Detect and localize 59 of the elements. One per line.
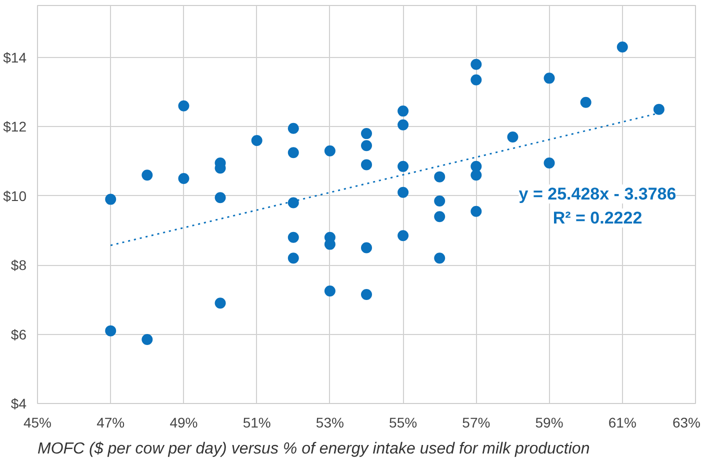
annotation: R² = 0.2222 bbox=[552, 208, 642, 228]
point bbox=[288, 252, 299, 264]
y-tick-label: $12 bbox=[3, 118, 27, 135]
y-tick-label: $14 bbox=[3, 49, 27, 66]
point bbox=[470, 170, 482, 181]
point bbox=[288, 147, 299, 158]
point bbox=[398, 160, 409, 172]
point bbox=[324, 145, 336, 156]
point bbox=[398, 106, 409, 117]
point bbox=[214, 192, 226, 204]
point bbox=[324, 286, 336, 297]
x-tick-label: 59% bbox=[535, 414, 564, 430]
x-tick-label: 53% bbox=[316, 414, 344, 430]
point bbox=[434, 171, 446, 182]
point bbox=[470, 206, 482, 217]
point bbox=[361, 140, 372, 152]
x-tick-label: 55% bbox=[389, 414, 418, 430]
point bbox=[288, 232, 299, 243]
point bbox=[434, 252, 446, 264]
point bbox=[507, 132, 518, 143]
point bbox=[434, 196, 446, 207]
text: MOFC ($ per cow per day) versus % of energy intake used for milk production bbox=[38, 440, 590, 458]
point bbox=[105, 325, 116, 336]
point bbox=[361, 242, 372, 254]
point bbox=[653, 104, 664, 115]
point bbox=[544, 72, 555, 84]
x-tick-label: 49% bbox=[170, 414, 198, 430]
annotation: y = 25.428x - 3.3786 bbox=[518, 184, 676, 204]
y-tick-label: $4 bbox=[10, 396, 27, 412]
point bbox=[214, 298, 226, 309]
point bbox=[361, 128, 372, 140]
x-tick-label: 63% bbox=[672, 414, 701, 430]
point bbox=[178, 173, 190, 184]
y-tick-label: $8 bbox=[10, 257, 27, 274]
point bbox=[398, 119, 409, 130]
x-tick-label: 47% bbox=[96, 414, 125, 430]
x-tick-label: 57% bbox=[462, 414, 490, 430]
y-tick-label: $6 bbox=[10, 326, 27, 342]
point bbox=[142, 334, 153, 345]
point bbox=[398, 186, 409, 198]
point bbox=[361, 159, 372, 170]
point bbox=[251, 134, 262, 146]
point bbox=[434, 211, 446, 222]
point bbox=[288, 197, 299, 208]
point bbox=[470, 74, 482, 86]
x-tick-label: 51% bbox=[242, 414, 271, 430]
point bbox=[105, 194, 116, 205]
point bbox=[616, 42, 628, 53]
x-tick-label: 45% bbox=[23, 414, 52, 430]
point bbox=[178, 100, 190, 112]
point bbox=[361, 288, 372, 300]
point bbox=[288, 122, 299, 134]
y-tick-label: $10 bbox=[3, 188, 27, 204]
point bbox=[580, 96, 592, 108]
point bbox=[470, 58, 482, 70]
point bbox=[142, 170, 153, 181]
point bbox=[544, 157, 555, 168]
point bbox=[398, 230, 409, 242]
x-tick-label: 61% bbox=[608, 414, 636, 430]
